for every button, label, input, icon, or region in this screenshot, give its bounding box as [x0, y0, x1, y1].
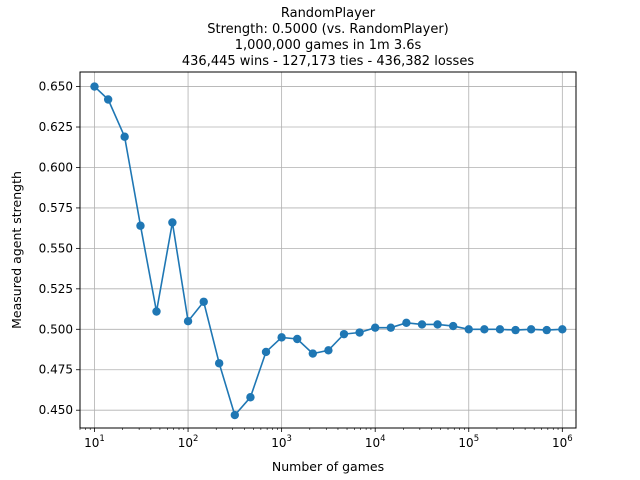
y-axis-ticks: 0.450 0.475 0.500 0.525 0.550 0.575 0.600 0.625… — [39, 80, 80, 417]
data-point — [120, 132, 129, 141]
data-point — [308, 349, 318, 358]
data-point — [230, 410, 240, 420]
data-point — [480, 325, 489, 334]
x-tick-label: 102 — [178, 434, 199, 450]
y-tick-label: 0.550 — [39, 241, 73, 255]
data-point — [103, 95, 113, 104]
y-tick-label: 0.650 — [39, 80, 73, 94]
y-tick-label: 0.525 — [39, 282, 73, 296]
data-point — [277, 333, 286, 342]
data-point — [214, 359, 224, 368]
data-point — [246, 393, 255, 402]
data-point — [402, 318, 411, 328]
title-line-3: 1,000,000 games in 1m 3.6s — [235, 38, 422, 53]
data-point — [464, 325, 473, 334]
series-layer — [90, 82, 567, 420]
series-line — [93, 86, 563, 417]
data-point — [542, 325, 551, 335]
title-line-2: Strength: 0.5000 (vs. RandomPlayer) — [207, 22, 449, 37]
y-tick-label: 0.575 — [39, 201, 73, 215]
data-point — [90, 82, 99, 91]
data-point — [261, 347, 271, 357]
data-point — [433, 320, 442, 329]
data-point — [293, 334, 302, 344]
x-tick-label: 106 — [552, 434, 573, 450]
data-point — [448, 321, 458, 331]
y-tick-label: 0.600 — [39, 160, 73, 174]
y-tick-label: 0.450 — [39, 403, 73, 417]
data-point — [355, 328, 364, 337]
x-tick-label: 104 — [365, 434, 386, 450]
x-tick-label: 105 — [458, 434, 479, 450]
chart-title: RandomPlayer Strength: 0.5000 (vs. Rando… — [182, 6, 474, 69]
y-tick-label: 0.625 — [39, 120, 73, 134]
data-point — [417, 320, 427, 329]
data-point — [495, 325, 505, 334]
y-axis-label: Measured agent strength — [9, 171, 24, 329]
data-point — [199, 297, 208, 306]
data-point — [511, 325, 520, 335]
plot-frame — [79, 71, 577, 429]
data-point — [152, 307, 161, 316]
x-axis-ticks: 101 102 103 104 105 106 — [79, 428, 573, 450]
title-line-4: 436,445 wins - 127,173 ties - 436,382 lo… — [182, 54, 474, 69]
y-tick-label: 0.500 — [39, 322, 73, 336]
title-line-1: RandomPlayer — [281, 6, 376, 21]
x-axis-label: Number of games — [272, 459, 384, 474]
data-point — [370, 323, 380, 332]
x-tick-label: 103 — [271, 434, 292, 450]
data-point — [168, 218, 177, 227]
x-tick-label: 101 — [84, 434, 105, 450]
data-point — [183, 317, 193, 326]
data-point — [136, 221, 145, 230]
data-point — [526, 325, 536, 334]
data-point — [339, 329, 349, 339]
y-tick-label: 0.475 — [39, 363, 73, 377]
grid — [80, 72, 576, 428]
data-point — [558, 325, 567, 334]
data-point — [324, 346, 333, 355]
data-point — [386, 323, 395, 332]
